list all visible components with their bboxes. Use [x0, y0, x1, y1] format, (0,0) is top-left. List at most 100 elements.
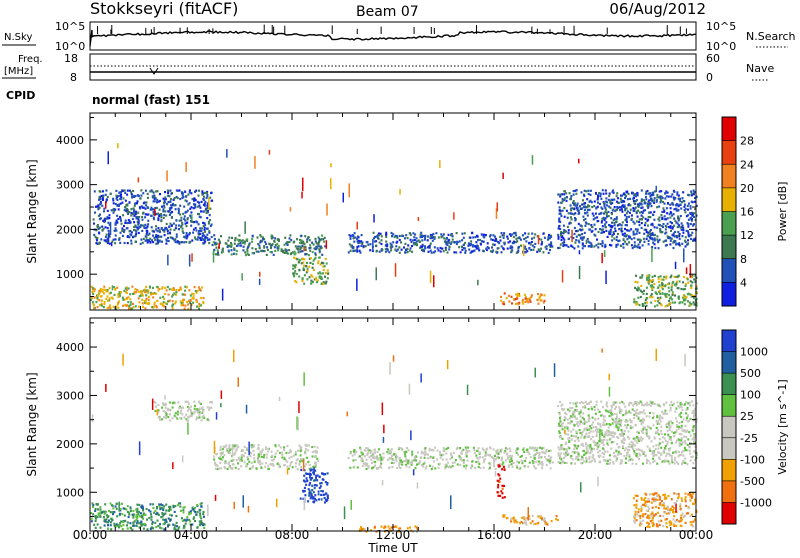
echo-cell	[93, 234, 95, 236]
echo-cell	[650, 285, 652, 287]
echo-cell	[317, 460, 319, 462]
echo-cell	[516, 465, 518, 467]
echo-cell	[107, 521, 109, 523]
echo-cell	[188, 407, 190, 409]
echo-cell	[649, 296, 651, 298]
echo-cell	[576, 189, 578, 191]
echo-cell	[99, 214, 101, 216]
echo-cell	[669, 213, 671, 215]
echo-cell	[494, 240, 496, 242]
echo-cell	[564, 190, 566, 192]
echo-cell	[177, 504, 179, 506]
nsearch-label: N.Search	[746, 30, 796, 43]
echo-cell	[140, 506, 142, 508]
echo-cell	[504, 243, 506, 245]
echo-cell	[156, 507, 158, 509]
echo-cell	[685, 236, 687, 238]
echo-cell	[533, 237, 535, 239]
echo-cell	[679, 198, 681, 200]
echo-cell	[238, 457, 240, 459]
echo-cell	[663, 276, 665, 278]
echo-cell	[601, 245, 603, 247]
echo-cell	[258, 455, 260, 457]
echo-cell	[195, 299, 197, 301]
echo-cell	[193, 200, 195, 202]
echo-cell	[206, 205, 208, 207]
echo-cell	[289, 237, 291, 239]
echo-cell	[198, 190, 200, 192]
echo-cell	[603, 202, 605, 204]
echo-cell	[318, 498, 320, 500]
echo-cell	[227, 246, 229, 248]
echo-cell	[611, 222, 613, 224]
echo-cell	[175, 224, 177, 226]
echo-cell	[217, 252, 219, 254]
echo-cell	[631, 244, 633, 246]
echo-cell	[323, 283, 325, 285]
echo-cell	[585, 452, 587, 454]
echo-cell	[154, 522, 156, 524]
echo-cell	[154, 302, 156, 304]
echo-cell	[506, 448, 508, 450]
echo-cell	[136, 515, 138, 517]
echo-cell	[124, 514, 126, 516]
echo-cell	[149, 233, 151, 235]
echo-cell	[115, 234, 117, 236]
echo-cell	[560, 244, 562, 246]
echo-cell	[167, 300, 169, 302]
echo-cell	[107, 217, 109, 219]
echo-cell	[510, 457, 512, 459]
echo-cell	[312, 455, 314, 457]
echo-cell	[106, 290, 108, 292]
echo-cell	[99, 509, 101, 511]
echo-scatter	[90, 349, 698, 534]
echo-cell	[544, 294, 546, 296]
echo-cell	[432, 466, 434, 468]
echo-cell	[414, 525, 416, 527]
echo-cell	[115, 195, 117, 197]
echo-cell	[203, 297, 205, 299]
echo-cell	[367, 244, 369, 246]
echo-cell	[503, 232, 505, 234]
echo-cell	[98, 299, 100, 301]
echo-cell	[679, 280, 681, 282]
echo-cell	[164, 512, 166, 514]
echo-cell	[387, 452, 389, 454]
echo-cell	[600, 232, 602, 234]
echo-cell	[132, 303, 134, 305]
echo-cell	[668, 287, 670, 289]
echo-cell	[534, 243, 536, 245]
echo-streak	[302, 178, 304, 191]
echo-cell	[570, 195, 572, 197]
echo-cell	[666, 195, 668, 197]
echo-cell	[422, 465, 424, 467]
echo-cell	[169, 223, 171, 225]
echo-cell	[189, 241, 191, 243]
echo-cell	[114, 524, 116, 526]
echo-cell	[440, 457, 442, 459]
echo-cell	[183, 241, 185, 243]
echo-cell	[541, 464, 543, 466]
echo-cell	[586, 198, 588, 200]
echo-streak	[686, 267, 688, 274]
echo-cell	[430, 250, 432, 252]
echo-cell	[227, 468, 229, 470]
echo-cell	[674, 301, 676, 303]
echo-cell	[314, 494, 316, 496]
echo-cell	[579, 429, 581, 431]
echo-cell	[301, 262, 303, 264]
echo-cell	[468, 249, 470, 251]
echo-cell	[168, 506, 170, 508]
echo-cell	[665, 445, 667, 447]
echo-cell	[151, 519, 153, 521]
echo-cell	[138, 220, 140, 222]
echo-cell	[411, 245, 413, 247]
echo-cell	[194, 204, 196, 206]
echo-cell	[160, 516, 162, 518]
echo-cell	[643, 290, 645, 292]
echo-cell	[534, 461, 536, 463]
echo-streak	[376, 267, 378, 280]
echo-cell	[666, 226, 668, 228]
echo-cell	[470, 237, 472, 239]
echo-cell	[206, 234, 208, 236]
